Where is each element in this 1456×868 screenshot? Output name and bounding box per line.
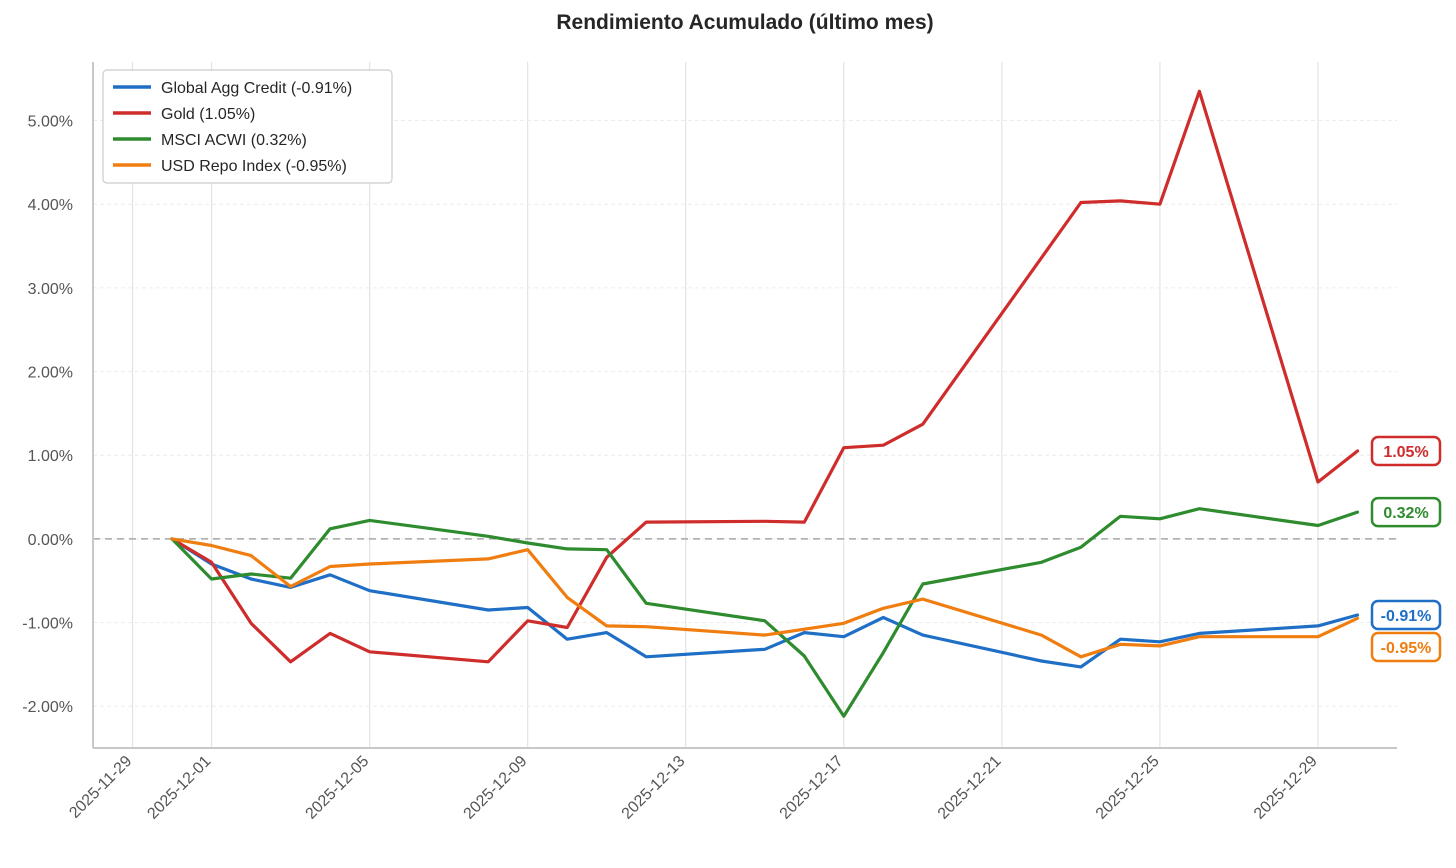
end-value-box: [1370, 496, 1442, 528]
x-tick-label: 2025-12-01: [144, 753, 214, 823]
end-value-text: -0.95%: [1381, 640, 1432, 657]
y-tick-label: 0.00%: [28, 532, 73, 549]
y-tick-label: 4.00%: [28, 197, 73, 214]
x-tick-label: 2025-12-25: [1093, 753, 1163, 823]
end-value-label-global-agg-credit: -0.91%: [1370, 599, 1442, 631]
x-tick-label: 2025-12-21: [935, 753, 1005, 823]
end-value-text: 0.32%: [1383, 505, 1428, 522]
end-value-text: -0.91%: [1381, 608, 1432, 625]
legend-item-usd-repo-index: USD Repo Index (-0.95%): [113, 158, 347, 175]
y-tick-label: -2.00%: [22, 699, 73, 716]
x-tick-label: 2025-12-17: [777, 753, 847, 823]
series-line-global-agg-credit: [170, 537, 1360, 669]
end-value-box: [1370, 631, 1442, 663]
series-layer: [170, 89, 1360, 718]
end-value-box: [1370, 435, 1442, 467]
end-value-label-usd-repo-index: -0.95%: [1370, 631, 1442, 663]
legend-item-gold: Gold (1.05%): [113, 106, 255, 123]
end-value-text: 1.05%: [1383, 444, 1428, 461]
end-value-label-msci-acwi: 0.32%: [1370, 496, 1442, 528]
legend-label: Global Agg Credit (-0.91%): [161, 80, 352, 97]
y-tick-label: 5.00%: [28, 114, 73, 131]
y-tick-label: -1.00%: [22, 616, 73, 633]
legend-item-msci-acwi: MSCI ACWI (0.32%): [113, 132, 307, 149]
legend: Global Agg Credit (-0.91%) Gold (1.05%) MS…: [102, 69, 393, 184]
y-tick-label: 2.00%: [28, 365, 73, 382]
end-label-layer: 1.05% 0.32% -0.91% -0.95%: [1370, 435, 1442, 663]
x-tick-label: 2025-12-29: [1251, 753, 1321, 823]
x-tick-label: 2025-12-05: [303, 753, 373, 823]
chart-title: Rendimiento Acumulado (último mes): [556, 11, 934, 34]
legend-label: MSCI ACWI (0.32%): [161, 132, 307, 149]
legend-item-global-agg-credit: Global Agg Credit (-0.91%): [113, 80, 352, 97]
x-tick-label: 2025-12-13: [619, 753, 689, 823]
series-line-usd-repo-index: [170, 537, 1360, 659]
legend-label: Gold (1.05%): [161, 106, 255, 123]
end-value-box: [1370, 599, 1442, 631]
end-value-label-gold: 1.05%: [1370, 435, 1442, 467]
legend-label: USD Repo Index (-0.95%): [161, 158, 347, 175]
grid-layer: [93, 62, 1397, 748]
series-line-gold: [170, 89, 1360, 664]
y-tick-label: 3.00%: [28, 281, 73, 298]
x-tick-label: 2025-11-29: [66, 753, 135, 822]
legend-box: [102, 69, 393, 184]
series-line-msci-acwi: [170, 507, 1360, 718]
y-tick-label: 1.00%: [28, 448, 73, 465]
x-tick-label: 2025-12-09: [461, 753, 531, 823]
